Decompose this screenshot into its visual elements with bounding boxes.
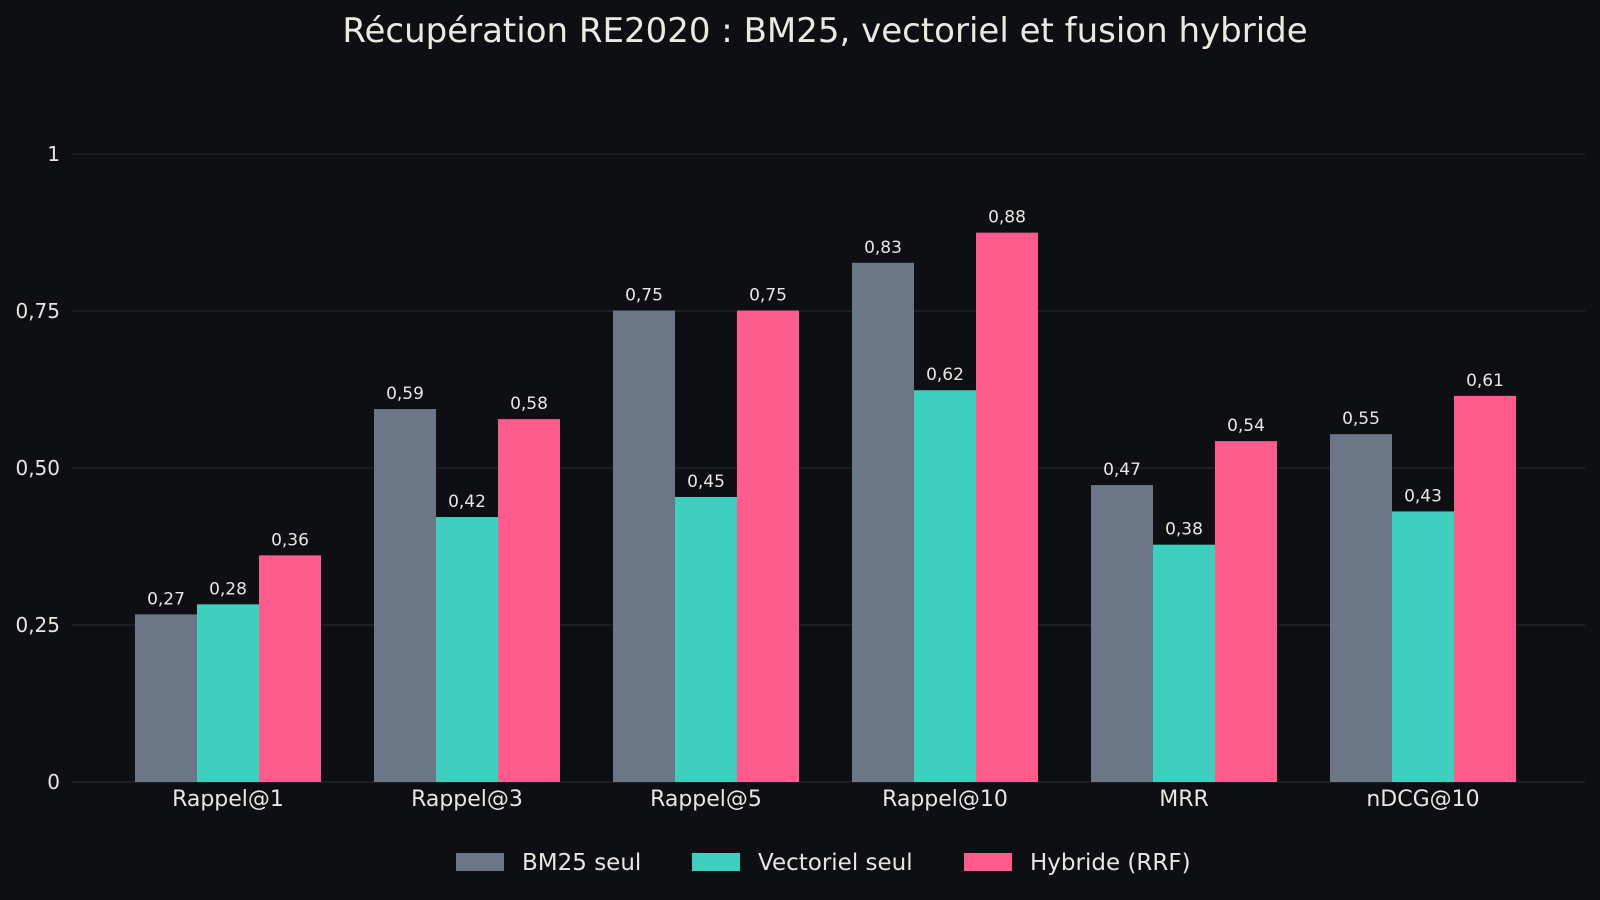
legend-swatch (692, 853, 740, 871)
bar (1091, 485, 1153, 782)
x-tick-label: MRR (1159, 787, 1209, 812)
bar (197, 604, 259, 782)
data-label: 0,27 (147, 589, 185, 609)
bar (135, 614, 197, 782)
data-label: 0,61 (1466, 371, 1504, 391)
bar (1392, 511, 1454, 782)
bar (1330, 434, 1392, 782)
x-axis: Rappel@1 Rappel@3 Rappel@5 Rappel@10 MRR nDCG… (172, 787, 1480, 812)
data-label: 0,88 (988, 208, 1026, 228)
data-label: 0,58 (510, 394, 548, 414)
x-tick-label: nDCG@10 (1366, 787, 1479, 812)
data-label: 0,36 (271, 530, 309, 550)
bar (914, 390, 976, 782)
bar (1153, 544, 1215, 782)
data-label: 0,55 (1342, 409, 1380, 429)
data-label: 0,54 (1227, 416, 1265, 436)
data-label: 0,62 (926, 365, 964, 385)
data-label: 0,38 (1165, 520, 1203, 540)
bar (976, 232, 1038, 783)
bar (259, 555, 321, 782)
bar (374, 409, 436, 782)
bar (1215, 441, 1277, 782)
bar (737, 310, 799, 782)
legend-label: BM25 seul (522, 850, 641, 876)
x-tick-label: Rappel@3 (411, 787, 523, 812)
data-label: 0,45 (687, 472, 725, 492)
data-label: 0,28 (209, 579, 247, 599)
data-label: 0,47 (1103, 460, 1141, 480)
data-label: 0,75 (749, 286, 787, 306)
x-tick-label: Rappel@5 (650, 787, 762, 812)
data-label: 0,43 (1404, 486, 1442, 506)
x-tick-label: Rappel@10 (882, 787, 1008, 812)
bar (436, 517, 498, 782)
bars (135, 232, 1516, 783)
legend: BM25 seul Vectoriel seul Hybride (RRF) (456, 850, 1191, 876)
y-tick-label: 0,50 (15, 456, 60, 480)
chart-title: Récupération RE2020 : BM25, vectoriel et… (342, 11, 1307, 51)
data-label: 0,75 (625, 286, 663, 306)
legend-label: Hybride (RRF) (1030, 850, 1191, 876)
bar (613, 310, 675, 782)
legend-swatch (456, 853, 504, 871)
value-labels: 0,27 0,28 0,36 0,59 0,42 0,58 0,75 0,45 0,75 0,83… (147, 208, 1504, 610)
bar (1454, 395, 1516, 782)
data-label: 0,42 (448, 492, 486, 512)
y-tick-label: 0,25 (15, 613, 60, 637)
x-tick-label: Rappel@1 (172, 787, 284, 812)
legend-swatch (964, 853, 1012, 871)
bar (675, 496, 737, 782)
data-label: 0,59 (386, 384, 424, 404)
bar (498, 419, 560, 782)
y-tick-label: 1 (47, 142, 60, 166)
data-label: 0,83 (864, 238, 902, 258)
y-axis: 0 0,25 0,50 0,75 1 (15, 142, 60, 794)
bar (852, 262, 914, 782)
legend-label: Vectoriel seul (758, 850, 913, 876)
y-tick-label: 0,75 (15, 299, 60, 323)
y-tick-label: 0 (47, 770, 60, 794)
